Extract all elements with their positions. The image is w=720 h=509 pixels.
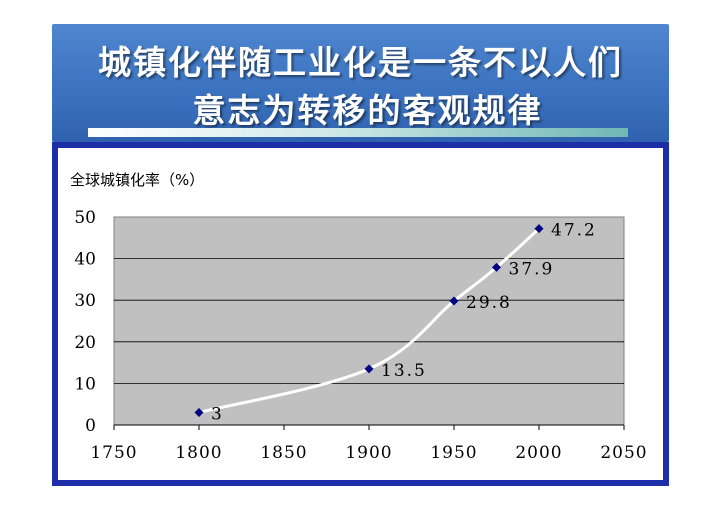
x-tick-label: 2000: [515, 443, 562, 463]
data-point: [364, 364, 374, 374]
data-label: 37.9: [509, 259, 555, 279]
slide-title-line-2: 意志为转移的客观规律: [192, 91, 543, 130]
data-point: [194, 408, 204, 418]
x-tick-label: 2050: [600, 443, 647, 463]
plot-area: [113, 216, 625, 426]
y-tick-label: 50: [74, 208, 96, 228]
slide-header: 城镇化伴随工业化是一条不以人们 意志为转移的客观规律: [52, 24, 669, 142]
data-label: 47.2: [551, 221, 597, 241]
data-point: [449, 296, 459, 306]
header-accent-bar: [88, 128, 628, 137]
series-line: [198, 227, 541, 414]
slide-title-line-1: 城镇化伴随工业化是一条不以人们: [98, 43, 623, 82]
y-tick-label: 20: [74, 333, 96, 353]
x-tick-label: 1950: [430, 443, 477, 463]
y-tick-label: 40: [74, 250, 96, 270]
x-tick-label: 1850: [260, 443, 307, 463]
y-tick-label: 10: [74, 374, 96, 394]
data-point: [534, 224, 544, 234]
x-tick-label: 1750: [90, 443, 137, 463]
data-label: 3: [211, 405, 224, 425]
x-tick-label: 1900: [345, 443, 392, 463]
data-label: 29.8: [466, 293, 512, 313]
data-point: [492, 262, 501, 272]
y-tick-label: 0: [85, 416, 96, 436]
data-label: 13.5: [381, 361, 427, 381]
x-tick-label: 1800: [175, 443, 222, 463]
chart-title: 全球城镇化率（%）: [70, 171, 204, 189]
y-tick-label: 30: [74, 291, 96, 311]
